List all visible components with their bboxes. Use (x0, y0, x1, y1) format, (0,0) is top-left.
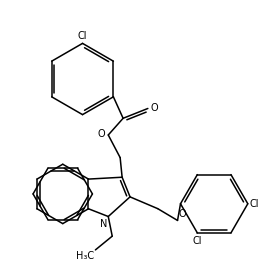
Text: H₃C: H₃C (76, 251, 94, 261)
Text: Cl: Cl (193, 236, 202, 246)
Text: Cl: Cl (250, 199, 260, 209)
Text: O: O (151, 104, 158, 114)
Text: O: O (179, 209, 186, 219)
Text: Cl: Cl (78, 31, 87, 41)
Text: O: O (98, 129, 106, 139)
Text: N: N (100, 219, 107, 229)
